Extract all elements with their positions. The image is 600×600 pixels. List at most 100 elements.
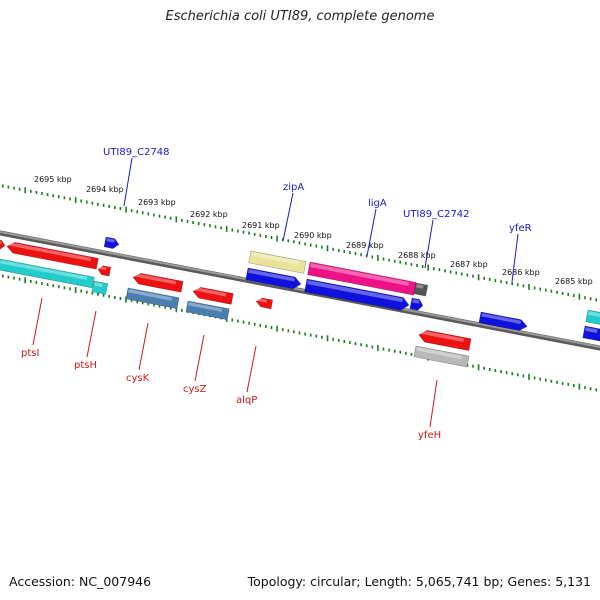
gene-label[interactable]: UTI89_C2748 [103, 147, 170, 158]
tick-mark [225, 225, 228, 232]
tick-mark [281, 238, 284, 242]
tick-mark [214, 225, 217, 229]
tick-mark [158, 304, 161, 308]
tick-mark [248, 321, 250, 325]
gene-feature[interactable] [0, 238, 6, 250]
gene-feature[interactable] [413, 282, 429, 297]
tick-mark [388, 258, 390, 262]
tick-mark [259, 233, 262, 237]
gene-feature[interactable] [248, 250, 307, 274]
tick-mark [573, 384, 575, 387]
tick-mark [270, 236, 273, 239]
tick-mark [2, 184, 4, 188]
tick-mark [63, 196, 66, 200]
tick-mark [35, 280, 38, 284]
gene-feature[interactable] [413, 345, 470, 368]
tick-mark [550, 379, 553, 383]
tick-mark [584, 296, 586, 300]
tick-mark [533, 286, 536, 290]
gene-label[interactable]: cysZ [183, 384, 207, 395]
tick-mark [377, 254, 379, 261]
gene-feature[interactable] [103, 236, 120, 249]
gene-label[interactable]: zipA [283, 182, 304, 193]
tick-mark [108, 204, 110, 208]
tick-mark [242, 230, 245, 234]
gene-label[interactable]: ptsH [74, 360, 97, 371]
tick-mark [528, 283, 530, 290]
tick-mark [130, 209, 133, 213]
tick-mark [52, 194, 54, 198]
tick-mark [119, 207, 122, 210]
tick-mark [281, 328, 284, 332]
tick-mark [276, 325, 278, 332]
tick-mark [13, 186, 15, 190]
gene-feature[interactable] [185, 300, 230, 321]
kbp-label: 2689 kbp [346, 241, 384, 250]
kbp-labels: 2695 kbp 2694 kbp 2693 kbp 2692 kbp 2691 kbp… [34, 175, 593, 286]
gene-feature[interactable] [478, 311, 528, 332]
gene-feature[interactable] [192, 286, 234, 305]
tick-mark [231, 318, 234, 322]
tick-mark [393, 349, 396, 353]
tick-mark [410, 352, 413, 356]
tick-mark [410, 262, 413, 266]
tick-mark [326, 245, 329, 252]
kbp-label: 2690 kbp [294, 231, 332, 240]
tick-mark [405, 351, 407, 355]
gene-label[interactable]: cysK [126, 373, 150, 384]
gene-feature[interactable] [582, 325, 600, 342]
gene-feature[interactable] [418, 329, 472, 351]
tick-mark [466, 363, 469, 367]
label-leader-line [123, 157, 133, 207]
tick-mark [500, 370, 502, 374]
gene-feature[interactable] [304, 278, 411, 312]
gene-feature[interactable] [245, 267, 302, 290]
gene-feature[interactable] [91, 280, 109, 295]
kbp-label: 2688 kbp [398, 251, 436, 260]
gene-label[interactable]: UTI89_C2742 [403, 209, 470, 220]
tick-mark [438, 268, 441, 272]
tick-mark [315, 334, 318, 338]
gene-feature[interactable] [125, 287, 180, 309]
tick-mark [276, 235, 278, 242]
gene-feature[interactable] [585, 309, 600, 326]
tick-mark [203, 223, 206, 227]
tick-mark [102, 203, 105, 207]
tick-mark [427, 264, 429, 271]
tick-mark [181, 218, 183, 222]
tick-mark [382, 257, 385, 261]
tick-mark [147, 212, 150, 216]
tick-mark [169, 306, 172, 310]
tick-mark [80, 199, 82, 203]
gene-feature[interactable] [6, 241, 99, 270]
gene-feature[interactable] [307, 261, 417, 296]
gene-feature[interactable] [0, 258, 95, 289]
tick-mark [164, 305, 166, 309]
tick-mark [119, 297, 122, 300]
tick-mark [494, 369, 497, 372]
gene-feature[interactable] [255, 297, 274, 310]
gene-label[interactable]: ligA [368, 198, 387, 209]
tick-mark [399, 350, 402, 354]
gene-label[interactable]: ptsI [21, 348, 39, 359]
tick-mark [321, 245, 323, 249]
gene-label[interactable]: alqP [236, 395, 257, 406]
gene-label[interactable]: yfeH [418, 430, 441, 441]
tick-mark [153, 213, 155, 217]
kbp-label: 2692 kbp [190, 210, 228, 219]
tick-mark [136, 300, 138, 304]
tick-mark [545, 378, 547, 382]
tick-mark [567, 292, 569, 296]
tick-mark [18, 277, 21, 281]
tick-mark [371, 345, 374, 349]
tick-mark [461, 272, 463, 276]
gene-label[interactable]: yfeR [509, 223, 532, 234]
kbp-label: 2693 kbp [138, 198, 176, 207]
gene-features [0, 236, 600, 368]
gene-feature[interactable] [132, 272, 184, 293]
gene-feature[interactable] [97, 265, 112, 277]
kbp-tick-track-outer [2, 184, 597, 302]
gene-feature[interactable] [409, 297, 424, 311]
tick-mark [365, 344, 368, 348]
